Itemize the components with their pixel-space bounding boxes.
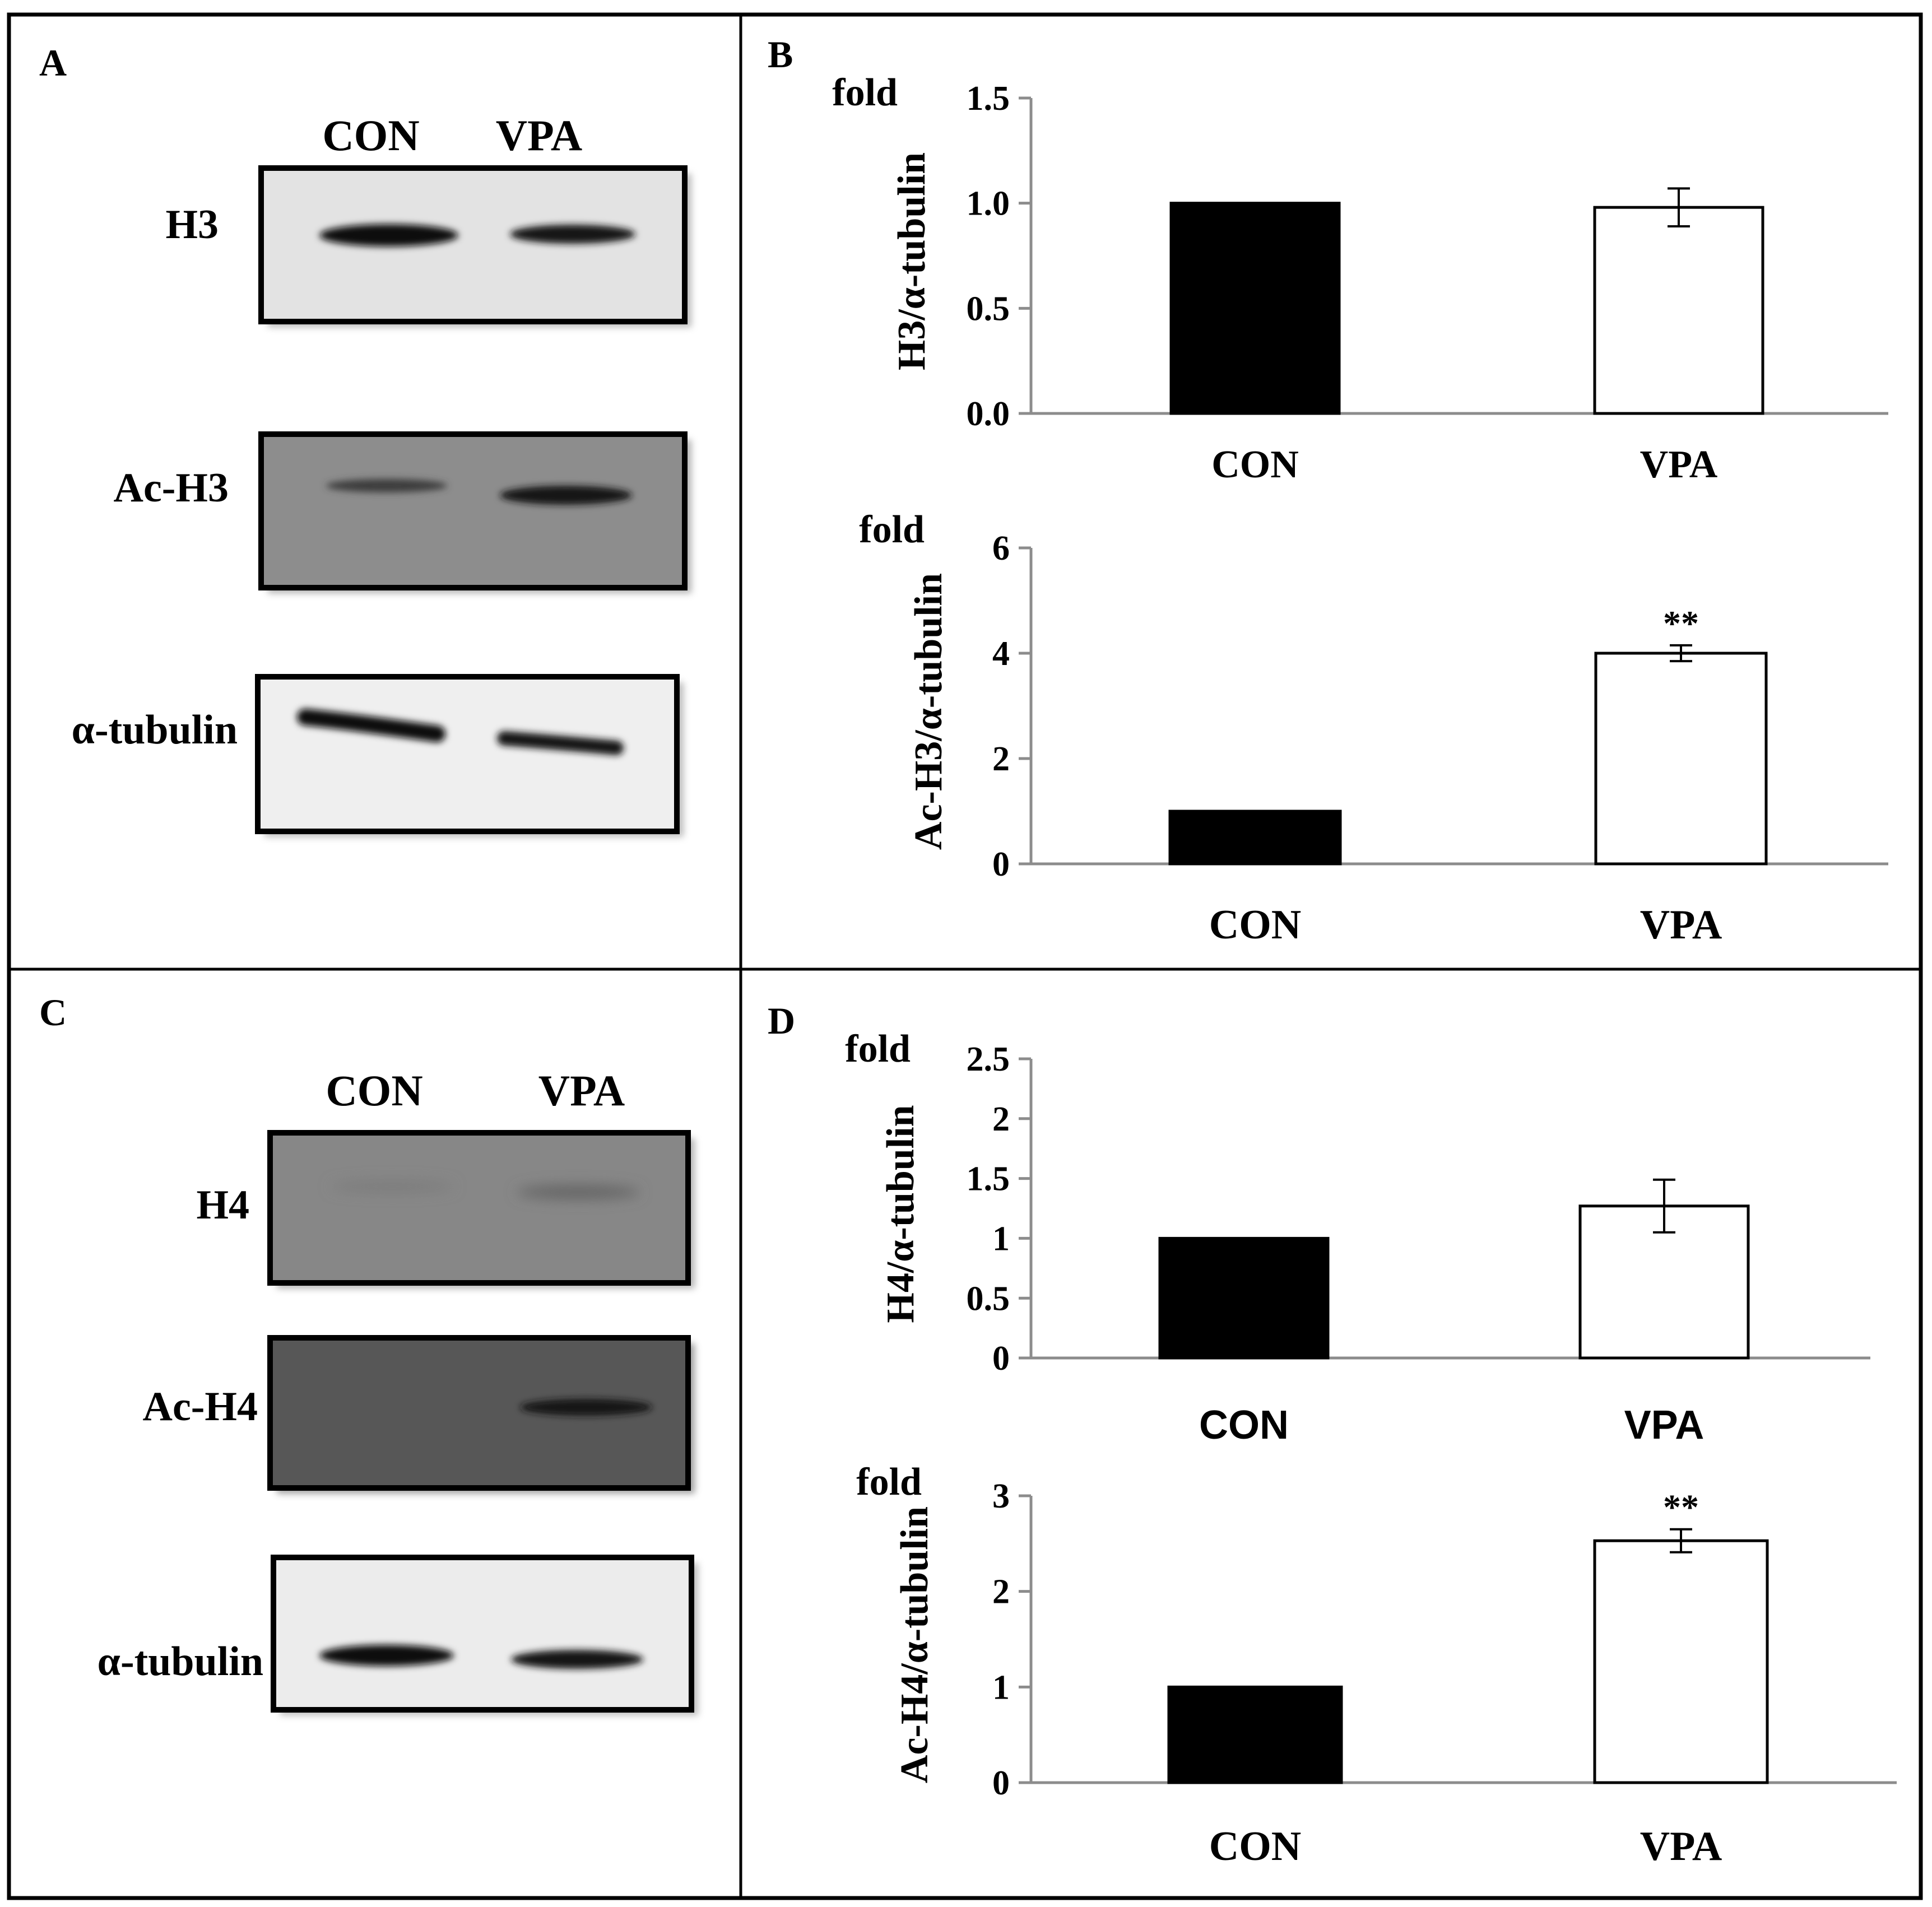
y-axis-title: Ac-H4/α-tubulin (893, 1506, 936, 1783)
y-axis-title: H3/α-tubulin (890, 152, 934, 370)
category-label-con: CON (1199, 1403, 1289, 1448)
band-tubulin-c-vpa (511, 1650, 643, 1669)
blot-label-alpha-tubulin-c: α-tubulin (97, 1639, 263, 1685)
y-tick-label: 2 (992, 1573, 1010, 1611)
figure-frame (7, 12, 1923, 1900)
bar-charts: 0.0 0.5 1.0 1.5 fold H3/α-tubulin CON VPA 0 2 4 6 fo… (832, 71, 1897, 1869)
lane-label-con-c: CON (326, 1066, 422, 1115)
blot-label-alpha-tubulin: α-tubulin (72, 707, 238, 753)
y-tick-label: 1 (992, 1220, 1010, 1258)
y-tick-label: 6 (992, 529, 1010, 568)
lane-label-con: CON (322, 111, 419, 160)
band-ac-h4-vpa (520, 1399, 652, 1416)
y-tick-label: 2 (992, 1100, 1010, 1138)
category-label-con: CON (1209, 1824, 1301, 1869)
band-tubulin-a-con (297, 709, 445, 742)
category-label-vpa: VPA (1624, 1403, 1705, 1448)
y-tick-label: 4 (992, 635, 1010, 673)
lane-label-vpa: VPA (496, 111, 583, 160)
category-label-vpa: VPA (1640, 1824, 1722, 1869)
y-axis-title: H4/α-tubulin (879, 1105, 922, 1323)
blot-h4 (267, 1130, 695, 1289)
lane-label-vpa-c: VPA (538, 1066, 625, 1115)
panel-letter-d: D (768, 999, 795, 1042)
band-h3-con (319, 224, 458, 246)
panel-a-blots: CON VPA H3 Ac-H3 α-tubulin (72, 111, 691, 837)
y-tick-label: 0.5 (967, 290, 1010, 328)
unit-label: fold (832, 71, 898, 114)
bar-con (1168, 810, 1342, 866)
bar-con (1158, 1236, 1330, 1360)
panel-letter-c: C (39, 991, 67, 1034)
band-ac-h3-con (326, 479, 447, 492)
band-ac-h3-vpa (500, 486, 632, 505)
unit-label: fold (845, 1027, 911, 1071)
blot-label-h3: H3 (165, 202, 219, 248)
category-label-vpa: VPA (1640, 443, 1718, 486)
bar-vpa (1593, 206, 1764, 415)
blot-label-ac-h4: Ac-H4 (143, 1384, 258, 1430)
significance-marker: ** (1663, 1487, 1699, 1527)
y-axis-title: Ac-H3/α-tubulin (907, 573, 950, 850)
band-h4-con (331, 1181, 454, 1192)
bar-con (1169, 202, 1341, 415)
unit-label: fold (856, 1461, 922, 1504)
blot-ac-h3 (258, 431, 691, 593)
significance-marker: ** (1663, 603, 1699, 643)
bar-chart-3: 0 0.5 1 1.5 2 2.5 fold H4/α-tubulin CON VPA (845, 1027, 1870, 1448)
band-h4-vpa (517, 1185, 640, 1199)
blot-ac-h4 (267, 1335, 695, 1494)
category-label-con: CON (1209, 902, 1301, 948)
band-tubulin-a-vpa (497, 731, 624, 755)
category-label-vpa: VPA (1640, 902, 1722, 948)
y-tick-label: 1.0 (967, 185, 1010, 223)
y-tick-label: 0.0 (967, 395, 1010, 433)
y-tick-label: 0 (992, 1764, 1010, 1802)
y-tick-label: 1 (992, 1668, 1010, 1706)
y-tick-label: 0.5 (967, 1280, 1010, 1318)
y-tick-label: 1.5 (967, 1160, 1010, 1198)
y-tick-label: 3 (992, 1477, 1010, 1515)
blot-alpha-tubulin-a (255, 674, 684, 837)
unit-label: fold (859, 508, 925, 551)
y-tick-label: 2 (992, 740, 1010, 778)
blot-alpha-tubulin-c (271, 1555, 698, 1715)
blot-label-h4: H4 (196, 1182, 249, 1228)
category-label-con: CON (1211, 443, 1299, 486)
y-tick-label: 0 (992, 1339, 1010, 1378)
bar-vpa (1594, 652, 1768, 866)
y-tick-label: 1.5 (967, 80, 1010, 118)
panel-letter-a: A (39, 41, 67, 84)
bar-con (1167, 1685, 1343, 1784)
blot-label-ac-h3: Ac-H3 (114, 465, 229, 511)
band-h3-vpa (510, 225, 635, 244)
band-tubulin-c-con (319, 1645, 454, 1666)
bar-vpa (1593, 1539, 1769, 1784)
panel-letter-b: B (768, 33, 793, 76)
bar-chart-1: 0.0 0.5 1.0 1.5 fold H3/α-tubulin CON VPA (832, 71, 1888, 486)
bar-chart-2: 0 2 4 6 fold Ac-H3/α-tubulin CON ** VPA (859, 508, 1888, 948)
blot-h3 (258, 165, 691, 327)
y-tick-label: 0 (992, 845, 1010, 883)
panel-c-blots: CON VPA H4 Ac-H4 α-tubulin (97, 1066, 698, 1715)
y-tick-label: 2.5 (967, 1040, 1010, 1078)
